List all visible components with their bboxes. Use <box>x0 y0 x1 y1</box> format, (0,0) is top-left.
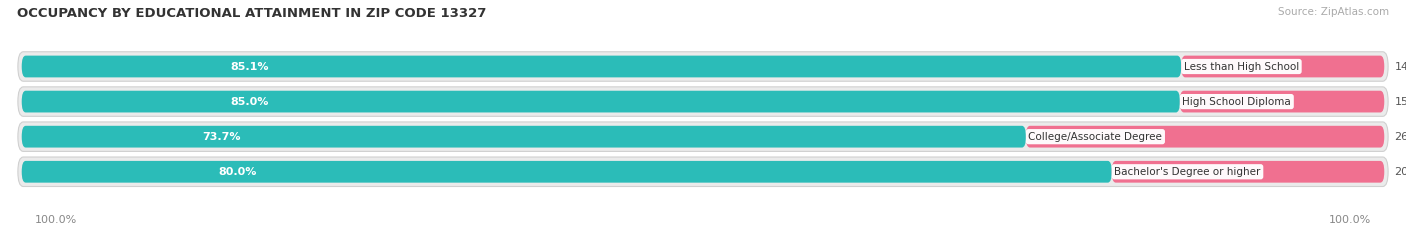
Text: 85.0%: 85.0% <box>231 97 269 106</box>
Text: Source: ZipAtlas.com: Source: ZipAtlas.com <box>1278 7 1389 17</box>
FancyBboxPatch shape <box>18 87 1388 116</box>
Text: 100.0%: 100.0% <box>1329 215 1371 225</box>
FancyBboxPatch shape <box>1026 126 1385 147</box>
Text: 85.1%: 85.1% <box>231 62 269 72</box>
Text: 73.7%: 73.7% <box>202 132 240 142</box>
Text: 14.9%: 14.9% <box>1395 62 1406 72</box>
Text: College/Associate Degree: College/Associate Degree <box>1028 132 1163 142</box>
FancyBboxPatch shape <box>21 161 1112 183</box>
FancyBboxPatch shape <box>1181 56 1385 77</box>
Text: 15.0%: 15.0% <box>1395 97 1406 106</box>
FancyBboxPatch shape <box>18 122 1388 151</box>
FancyBboxPatch shape <box>21 56 1181 77</box>
Text: 20.0%: 20.0% <box>1395 167 1406 177</box>
Text: High School Diploma: High School Diploma <box>1182 97 1291 106</box>
FancyBboxPatch shape <box>1180 91 1385 113</box>
FancyBboxPatch shape <box>21 126 1026 147</box>
FancyBboxPatch shape <box>18 157 1388 186</box>
Text: 100.0%: 100.0% <box>35 215 77 225</box>
Text: Less than High School: Less than High School <box>1184 62 1299 72</box>
FancyBboxPatch shape <box>1112 161 1385 183</box>
Text: 80.0%: 80.0% <box>218 167 256 177</box>
FancyBboxPatch shape <box>21 91 1180 113</box>
Text: Bachelor's Degree or higher: Bachelor's Degree or higher <box>1115 167 1261 177</box>
FancyBboxPatch shape <box>18 52 1388 81</box>
Text: 26.3%: 26.3% <box>1395 132 1406 142</box>
Text: OCCUPANCY BY EDUCATIONAL ATTAINMENT IN ZIP CODE 13327: OCCUPANCY BY EDUCATIONAL ATTAINMENT IN Z… <box>17 7 486 20</box>
